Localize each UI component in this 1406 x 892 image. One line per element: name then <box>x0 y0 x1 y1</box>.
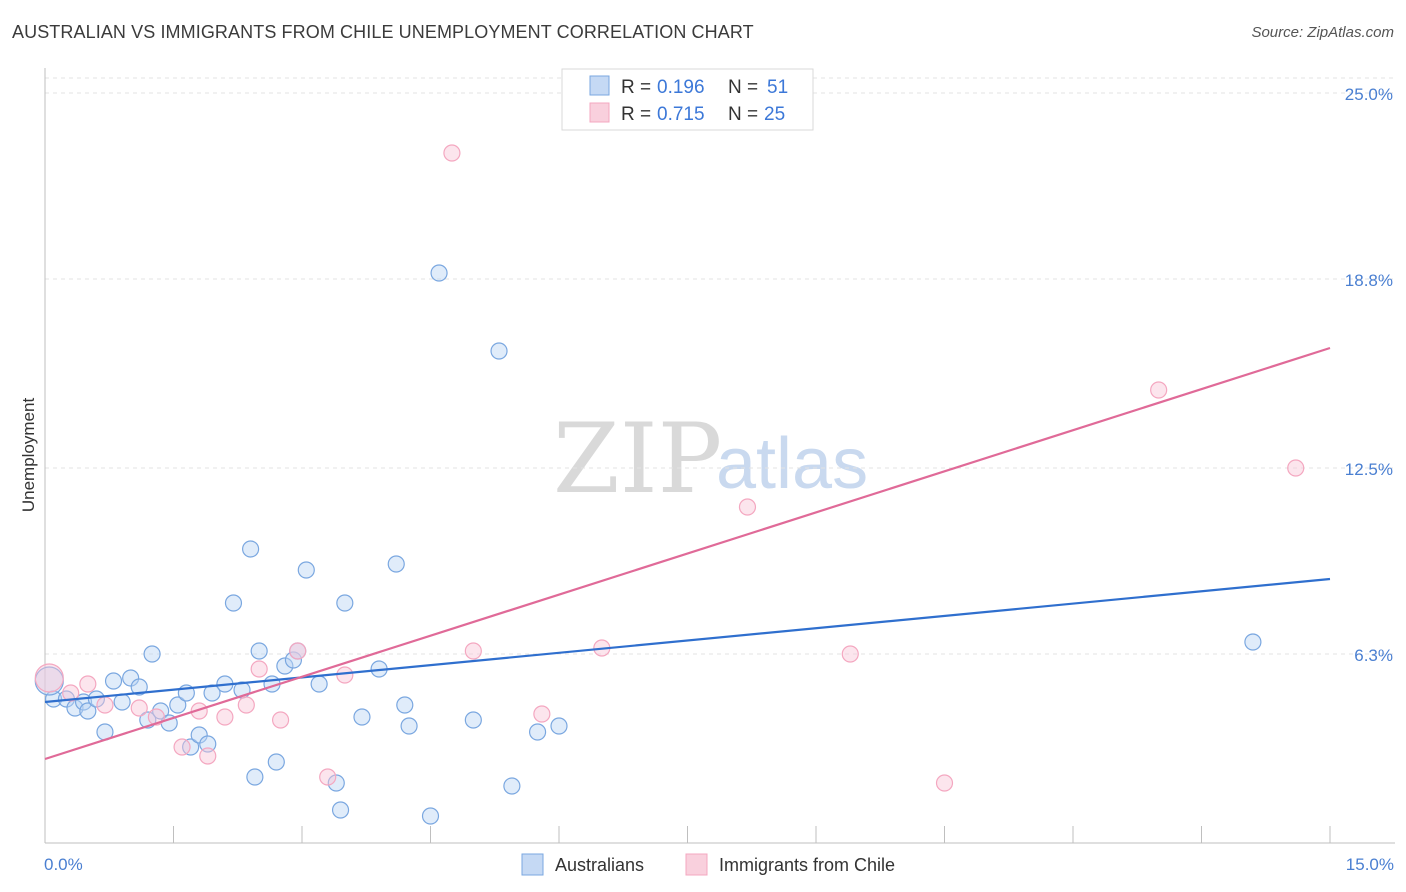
point-australians-34 <box>327 774 345 792</box>
point-chile-8 <box>199 747 217 765</box>
series-legend-swatch-australians <box>521 853 544 876</box>
point-australians-33 <box>310 675 328 693</box>
point-australians-9 <box>122 669 140 687</box>
watermark: ZIP atlas <box>553 403 868 515</box>
point-australians-43 <box>430 264 448 282</box>
legend-swatch-chile <box>589 102 610 123</box>
point-australians-37 <box>353 708 371 726</box>
y-tick-label-1: 12.5% <box>1345 460 1393 479</box>
series-legend: Australians Immigrants from Chile <box>521 853 895 876</box>
point-australians-18 <box>190 726 208 744</box>
point-australians-30 <box>284 651 303 669</box>
trend-line-chile <box>44 346 1331 761</box>
point-australians-25 <box>246 768 264 786</box>
legend-n-value-australians: 51 <box>767 77 788 98</box>
y-tick-label-3: 25.0% <box>1345 85 1393 104</box>
point-australians-26 <box>250 642 268 660</box>
correlation-legend: R = 0.196 N = 51 R = 0.715 N = 25 <box>561 68 814 131</box>
point-australians-35 <box>331 801 350 819</box>
x-ticks <box>173 826 1331 843</box>
point-chile-18 <box>533 705 551 723</box>
legend-n-label-chile: N = <box>728 104 763 125</box>
point-australians-19 <box>199 735 217 753</box>
point-chile-17 <box>464 642 482 660</box>
point-chile-0 <box>34 663 64 693</box>
point-australians-45 <box>490 342 508 360</box>
point-chile-22 <box>935 774 954 792</box>
point-chile-4 <box>130 699 148 717</box>
point-chile-6 <box>173 738 191 756</box>
point-chile-16 <box>443 144 461 162</box>
point-australians-24 <box>242 540 260 558</box>
legend-n-value-chile: 25 <box>764 104 785 125</box>
y-axis-title: Unemployment <box>19 398 38 513</box>
chart-title: AUSTRALIAN VS IMMIGRANTS FROM CHILE UNEM… <box>12 22 754 42</box>
point-australians-48 <box>550 717 568 735</box>
point-chile-12 <box>271 711 290 729</box>
legend-r-value-chile: 0.715 <box>657 104 705 125</box>
y-tick-labels: 6.3% 12.5% 18.8% 25.0% <box>1345 85 1393 665</box>
point-australians-5 <box>87 690 106 708</box>
x-tick-label-min: 0.0% <box>44 855 83 874</box>
point-chile-21 <box>841 645 859 663</box>
x-tick-label-max: 15.0% <box>1346 855 1394 874</box>
point-australians-40 <box>396 696 414 714</box>
point-chile-1 <box>62 684 80 702</box>
point-australians-10 <box>130 678 148 696</box>
series-legend-label-chile: Immigrants from Chile <box>719 855 895 875</box>
series-legend-swatch-chile <box>685 853 708 876</box>
point-australians-22 <box>224 594 243 612</box>
point-chile-2 <box>79 675 97 693</box>
point-chile-20 <box>738 498 757 516</box>
legend-swatch-australians <box>589 75 610 96</box>
y-tick-label-0: 6.3% <box>1354 646 1393 665</box>
series-legend-label-australians: Australians <box>555 855 644 875</box>
point-australians-49 <box>1244 633 1262 651</box>
legend-r-label-chile: R = <box>621 104 656 125</box>
point-australians-41 <box>400 717 418 735</box>
source-label: Source: ZipAtlas.com <box>1251 24 1394 41</box>
point-australians-28 <box>267 753 285 771</box>
trend-lines <box>44 346 1331 761</box>
point-chile-15 <box>336 666 354 684</box>
point-australians-8 <box>113 693 131 711</box>
trend-line-australians <box>44 577 1331 704</box>
legend-r-label-australians: R = <box>621 77 656 98</box>
point-australians-4 <box>79 702 97 720</box>
point-australians-7 <box>104 672 123 690</box>
point-chile-14 <box>319 768 337 786</box>
point-australians-36 <box>336 594 354 612</box>
point-australians-12 <box>143 645 161 663</box>
y-tick-label-2: 18.8% <box>1345 271 1393 290</box>
point-australians-29 <box>276 657 294 675</box>
point-australians-42 <box>421 807 440 825</box>
point-australians-44 <box>464 711 482 729</box>
point-australians-46 <box>503 777 521 795</box>
point-chile-11 <box>250 660 268 678</box>
point-chile-10 <box>237 696 255 714</box>
legend-n-label-australians: N = <box>728 77 763 98</box>
legend-r-value-australians: 0.196 <box>657 77 705 98</box>
point-chile-24 <box>1287 459 1305 477</box>
point-australians-32 <box>297 561 315 579</box>
point-chile-7 <box>190 702 208 720</box>
point-australians-47 <box>528 723 547 741</box>
point-chile-9 <box>216 708 234 726</box>
point-chile-13 <box>289 642 307 660</box>
data-points <box>34 144 1305 825</box>
watermark-atlas: atlas <box>716 424 868 504</box>
watermark-zip: ZIP <box>553 403 722 515</box>
point-australians-15 <box>169 696 187 714</box>
point-australians-39 <box>387 555 405 573</box>
point-chile-3 <box>96 696 114 714</box>
point-chile-23 <box>1150 381 1168 399</box>
gridlines <box>45 77 1395 655</box>
